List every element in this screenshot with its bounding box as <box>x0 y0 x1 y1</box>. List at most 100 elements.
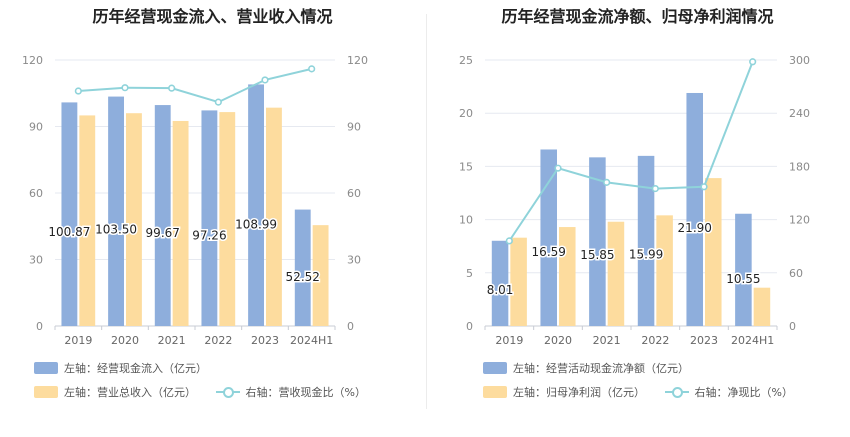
legend-row-1: 左轴：经营活动现金流净额（亿元） <box>483 360 705 377</box>
legend-label: 右轴：净现比（%） <box>694 386 793 399</box>
x-tick-label: 2020 <box>544 334 572 347</box>
line-point-2020 <box>121 84 129 92</box>
chart-plot: 0 0 5 60 10 120 15 180 20 240 25 300 2019 8.01 2020 16.… <box>459 54 810 347</box>
bar-2023 <box>248 84 264 326</box>
y-left-tick-label: 10 <box>459 214 473 227</box>
x-tick-label: 2019 <box>64 334 92 347</box>
line-point-2024H1 <box>749 58 757 66</box>
data-label: 16.59 <box>532 245 566 259</box>
legend-swatch-blue <box>483 362 507 374</box>
data-label: 99.67 <box>146 226 180 240</box>
bar-2021 <box>589 157 606 326</box>
y-left-tick-label: 15 <box>459 160 473 173</box>
data-label: 103.50 <box>95 223 137 237</box>
line-point-2023 <box>700 183 708 191</box>
x-tick-label: 2019 <box>495 334 523 347</box>
bar-2020 <box>540 149 557 326</box>
line-point-2022 <box>214 98 222 106</box>
x-tick-label: 2021 <box>593 334 621 347</box>
y-right-tick-label: 60 <box>789 267 803 280</box>
panel-divider <box>426 14 427 409</box>
y-right-tick-label: 120 <box>347 54 368 67</box>
y-left-tick-label: 90 <box>29 121 43 134</box>
x-tick-label: 2024H1 <box>290 334 333 347</box>
legend-item-bar2[interactable]: 左轴：归母净利润（亿元） <box>483 384 645 400</box>
line-point-2019 <box>505 237 513 245</box>
y-right-tick-label: 120 <box>789 214 810 227</box>
legend-item-bar2[interactable]: 左轴：营业总收入（亿元） <box>34 384 196 400</box>
bar-secondary-2023 <box>705 178 722 326</box>
bar-secondary-2024H1 <box>312 225 329 326</box>
bar-secondary-2020 <box>559 227 576 326</box>
x-tick-label: 2023 <box>690 334 718 347</box>
bar-2020 <box>108 96 124 326</box>
bar-secondary-2021 <box>607 221 625 326</box>
bar-2023 <box>686 92 703 326</box>
data-label: 108.99 <box>235 218 277 232</box>
bar-secondary-2022 <box>656 215 673 326</box>
legend-row-2: 左轴：归母净利润（亿元） 右轴：净现比（%） <box>483 384 809 401</box>
bar-2022 <box>637 155 655 326</box>
legend-row-2: 左轴：营业总收入（亿元） 右轴：营收现金比（%） <box>34 384 382 401</box>
x-tick-label: 2021 <box>158 334 186 347</box>
bar-2022 <box>201 110 218 326</box>
legend-item-bar1[interactable]: 左轴：经营现金流入（亿元） <box>34 360 207 376</box>
data-label: 52.52 <box>286 270 320 284</box>
y-left-tick-label: 120 <box>22 54 43 67</box>
x-tick-label: 2024H1 <box>731 334 774 347</box>
legend-item-line[interactable]: 右轴：营收现金比（%） <box>215 384 366 400</box>
y-left-tick-label: 0 <box>36 320 43 333</box>
bar-2021 <box>154 105 171 326</box>
data-label: 10.55 <box>726 272 760 286</box>
chart-title: 历年经营现金流入、营业收入情况 <box>92 7 333 26</box>
y-right-tick-label: 300 <box>789 54 810 67</box>
legend-label: 左轴：经营活动现金流净额（亿元） <box>513 362 689 375</box>
bar-secondary-2019 <box>79 115 96 327</box>
bar-secondary-2024H1 <box>753 287 771 326</box>
y-left-tick-label: 30 <box>29 254 43 267</box>
line-series <box>508 61 754 242</box>
line-point-2024H1 <box>308 65 316 73</box>
legend-label: 左轴：归母净利润（亿元） <box>513 386 645 399</box>
chart-panel-net-cash: 历年经营现金流净额、归母净利润情况 0 0 5 60 10 120 15 180 20 240 25… <box>425 0 850 437</box>
legend-line-icon <box>664 386 689 398</box>
bar-secondary-2021 <box>172 120 189 326</box>
bar-secondary-2020 <box>126 113 142 326</box>
legend-swatch-blue <box>34 362 58 374</box>
y-right-tick-label: 0 <box>347 320 354 333</box>
legend-label: 左轴：营业总收入（亿元） <box>64 386 196 399</box>
y-right-tick-label: 60 <box>347 187 361 200</box>
data-label: 97.26 <box>192 228 226 242</box>
legend-label: 右轴：营收现金比（%） <box>245 386 366 399</box>
y-left-tick-label: 20 <box>459 107 473 120</box>
chart-panel-cash-inflow: 历年经营现金流入、营业收入情况 0 0 30 30 60 60 90 90 120 120 2019… <box>22 7 382 401</box>
data-label: 15.85 <box>580 248 614 262</box>
chart-plot: 0 0 30 30 60 60 90 90 120 120 2019 100.87 2020 103.50… <box>22 54 368 347</box>
legend-swatch-orange <box>34 386 58 398</box>
line-point-2021 <box>603 178 611 186</box>
data-label: 15.99 <box>629 248 663 262</box>
y-left-tick-label: 0 <box>466 320 473 333</box>
bar-secondary-2022 <box>219 112 236 326</box>
line-point-2023 <box>261 76 269 84</box>
bar-2024H1 <box>294 209 311 326</box>
legend-label: 左轴：经营现金流入（亿元） <box>64 362 207 375</box>
legend-swatch-orange <box>483 386 507 398</box>
chart-title: 历年经营现金流净额、归母净利润情况 <box>501 7 774 26</box>
legend-row-1: 左轴：经营现金流入（亿元） <box>34 360 223 377</box>
x-tick-label: 2022 <box>204 334 232 347</box>
x-tick-label: 2020 <box>111 334 139 347</box>
y-left-tick-label: 25 <box>459 54 473 67</box>
bar-2024H1 <box>735 213 752 326</box>
legend-item-bar1[interactable]: 左轴：经营活动现金流净额（亿元） <box>483 360 689 376</box>
x-tick-label: 2023 <box>251 334 279 347</box>
line-point-2021 <box>168 84 176 92</box>
y-left-tick-label: 5 <box>466 267 473 280</box>
bar-secondary-2019 <box>510 237 527 326</box>
data-label: 100.87 <box>48 225 90 239</box>
legend-item-line[interactable]: 右轴：净现比（%） <box>664 384 793 400</box>
x-tick-label: 2022 <box>641 334 669 347</box>
y-right-tick-label: 0 <box>789 320 796 333</box>
line-point-2019 <box>74 87 82 95</box>
line-series <box>78 67 312 104</box>
